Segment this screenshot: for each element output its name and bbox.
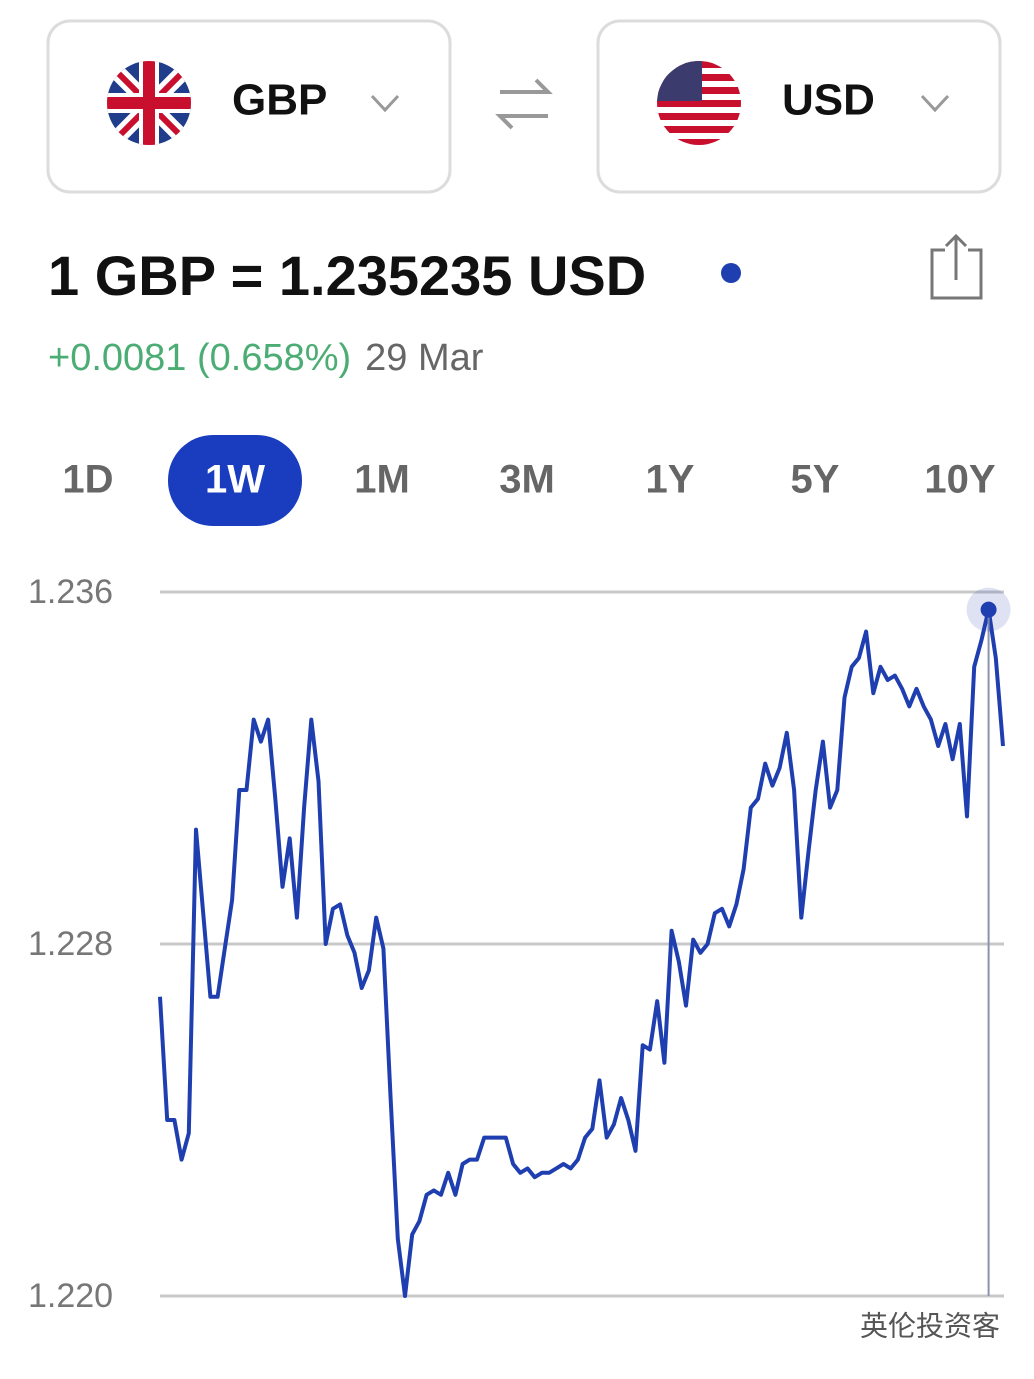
watermark: 英伦投资客 xyxy=(860,1310,1000,1341)
to-code: USD xyxy=(782,76,875,125)
current-point xyxy=(980,601,997,618)
period-tabs: 1D 1W 1M 3M 1Y 5Y 10Y xyxy=(62,435,996,526)
chevron[interactable] xyxy=(920,94,950,113)
rate-text: 1 GBP = 1.235235 USD xyxy=(48,244,646,307)
change: +0.0081 (0.658%) xyxy=(48,337,351,379)
change-line: +0.0081 (0.658%) 29 Mar xyxy=(48,337,484,379)
line-series xyxy=(158,607,1005,1298)
period-tab[interactable]: 3M xyxy=(499,458,555,502)
period-tab[interactable]: 1D xyxy=(62,458,113,502)
y-tick-label: 1.236 xyxy=(28,573,113,611)
period-tab[interactable]: 1W xyxy=(205,458,265,502)
active-tab-pill[interactable] xyxy=(168,435,302,526)
period-tab[interactable]: 1M xyxy=(354,458,410,502)
chevron[interactable] xyxy=(370,94,400,113)
share-icon[interactable] xyxy=(930,233,983,300)
swap-icon[interactable] xyxy=(495,78,553,130)
live-dot xyxy=(721,263,741,283)
period-tab[interactable]: 1Y xyxy=(646,458,695,502)
y-tick-label: 1.220 xyxy=(28,1277,113,1315)
period-tab[interactable]: 5Y xyxy=(791,458,840,502)
uk-flag xyxy=(107,61,191,145)
from-code: GBP xyxy=(232,76,327,125)
date: 29 Mar xyxy=(365,337,484,379)
period-tab[interactable]: 10Y xyxy=(924,458,995,502)
y-tick-label: 1.228 xyxy=(28,925,113,963)
chart: 1.236 1.228 1.220 xyxy=(28,573,1011,1315)
